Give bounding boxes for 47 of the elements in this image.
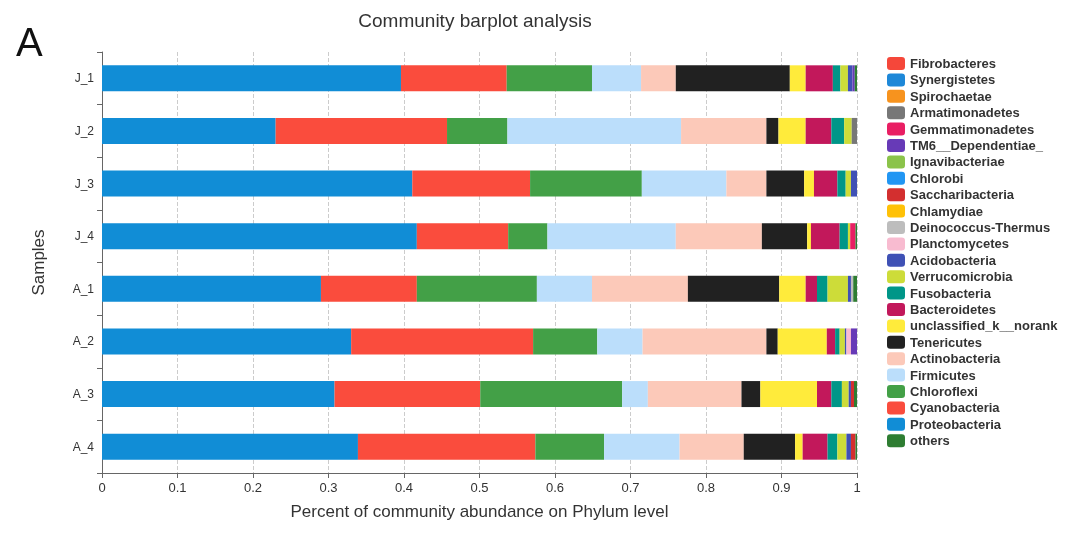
- legend-label: Ignavibacteriae: [910, 154, 1005, 170]
- x-tick-label: 0.4: [394, 480, 414, 495]
- legend-label: Synergistetes: [910, 72, 996, 88]
- x-tick-label: 0.1: [168, 480, 187, 495]
- legend-label: unclassified_k__norank: [910, 318, 1059, 334]
- y-tick-label: A_1: [72, 281, 95, 296]
- legend-label: Bacteroidetes: [910, 302, 996, 317]
- legend-label: Chloroflexi: [910, 384, 978, 399]
- legend-label: Fusobacteria: [910, 285, 992, 301]
- legend-label: Spirochaetae: [910, 88, 992, 104]
- legend-label: Chlamydiae: [910, 203, 983, 219]
- legend-label: Fibrobacteres: [910, 56, 996, 71]
- legend-label: others: [910, 433, 950, 449]
- x-tick-label: 0.3: [319, 480, 338, 495]
- legend-label: Armatimonadetes: [910, 105, 1020, 121]
- y-tick-label: J_2: [74, 123, 95, 138]
- legend-label: Verrucomicrobia: [910, 269, 1014, 285]
- y-tick-label: A_2: [72, 334, 95, 349]
- x-tick-label: 1: [853, 480, 861, 495]
- y-tick-label: A_3: [72, 387, 95, 402]
- y-tick-label: J_1: [74, 71, 95, 86]
- legend-label: TM6__Dependentiae_: [910, 138, 1044, 153]
- x-axis-title: Percent of community abundance on Phylum level: [290, 502, 669, 521]
- legend-label: Saccharibacteria: [910, 187, 1015, 203]
- legend-label: Chlorobi: [910, 170, 964, 186]
- chart-title: Community barplot analysis: [358, 10, 592, 31]
- x-tick-label: 0.2: [243, 480, 263, 495]
- y-tick-label: J_4: [74, 229, 95, 244]
- text: A: [16, 20, 43, 64]
- y-tick-label: A_4: [72, 439, 95, 454]
- legend-label: Actinobacteria: [910, 351, 1002, 367]
- x-tick-label: 0.7: [621, 480, 640, 495]
- legend-label: Proteobacteria: [910, 416, 1002, 432]
- x-tick-label: 0: [98, 480, 106, 495]
- x-tick-label: 0.9: [772, 480, 791, 495]
- legend-label: Acidobacteria: [910, 252, 997, 268]
- legend-label: Planctomycetes: [910, 236, 1009, 252]
- x-tick-label: 0.6: [545, 480, 565, 495]
- legend-label: Firmicutes: [910, 367, 976, 383]
- x-tick-label: 0.5: [470, 480, 489, 495]
- y-tick-label: J_3: [74, 176, 95, 191]
- legend-label: Tenericutes: [910, 334, 983, 350]
- legend-label: Gemmatimonadetes: [910, 121, 1035, 137]
- legend-label: Cyanobacteria: [910, 400, 1001, 416]
- y-axis-title: Samples: [29, 229, 48, 296]
- x-tick-label: 0.8: [696, 480, 716, 495]
- legend-label: Deinococcus-Thermus: [910, 220, 1051, 235]
